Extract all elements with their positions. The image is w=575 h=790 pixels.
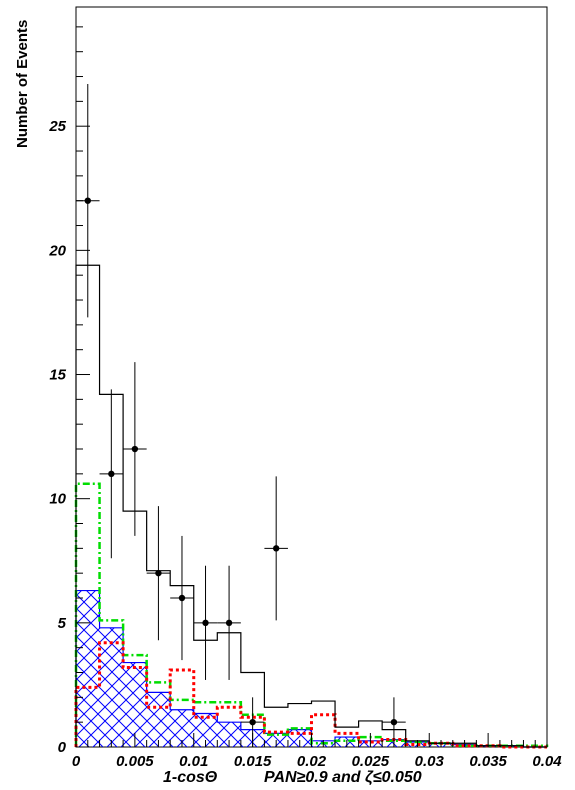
data-point	[264, 476, 288, 621]
x-tick-label: 0.01	[179, 753, 208, 770]
histogram-line	[75, 264, 547, 748]
data-point	[217, 565, 241, 680]
x-tick-label: 0.02	[297, 753, 327, 770]
y-tick-label: 15	[49, 367, 66, 384]
hatched-fill	[76, 590, 547, 747]
data-point	[99, 389, 124, 559]
x-tick-label: 0	[72, 753, 81, 770]
point-marker	[155, 569, 162, 577]
point-marker	[202, 619, 209, 627]
y-tick-label: 10	[49, 491, 66, 508]
data-point	[382, 697, 406, 747]
x-tick-label: 0.03	[415, 753, 445, 770]
y-tick-label: 20	[48, 242, 66, 259]
point-marker	[249, 718, 256, 726]
data-point	[193, 565, 218, 680]
histogram-line	[74, 641, 547, 749]
point-marker	[178, 594, 186, 602]
point-marker	[272, 545, 280, 552]
data-point	[146, 506, 171, 641]
data-point	[170, 535, 194, 661]
x-tick-label: 0.005	[116, 753, 154, 770]
histogram-series-dotted-red	[74, 641, 547, 749]
y-tick-label: 5	[58, 615, 67, 632]
point-marker	[390, 718, 398, 726]
point-marker	[84, 197, 91, 204]
x-tick-label: 0.035	[469, 753, 507, 770]
data-point	[123, 362, 147, 536]
point-marker	[225, 619, 233, 627]
histogram-series-solid-black	[75, 264, 547, 748]
y-tick-label: 0	[58, 739, 67, 756]
cut-annotation: PAN≥0.9 and ζ≤0.050	[264, 769, 422, 786]
y-axis-title: Number of Events	[14, 20, 31, 148]
x-tick-label: 0.025	[352, 753, 390, 770]
axes-layer: 0 0.005 0.01 0.015 0.02 0.025 0.03 0.035 0.04 0 5 1…	[48, 26, 562, 770]
point-marker	[108, 470, 115, 478]
point-marker	[131, 445, 139, 453]
series-layer	[74, 264, 549, 749]
x-tick-label: 0.04	[532, 753, 562, 770]
x-tick-label: 0.015	[234, 753, 272, 770]
x-axis-title: 1-cosΘ	[163, 769, 218, 786]
y-tick-label: 25	[48, 118, 66, 135]
plot-frame	[75, 6, 548, 748]
